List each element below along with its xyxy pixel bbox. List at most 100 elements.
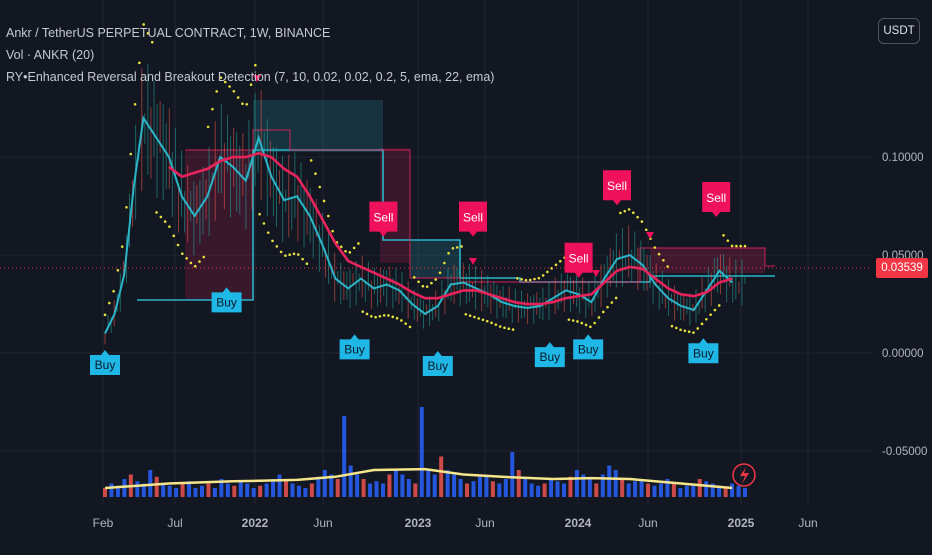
volume-bar	[743, 488, 747, 497]
volume-bar	[284, 481, 289, 497]
volume-bar	[316, 476, 321, 497]
psar-dot	[477, 317, 480, 320]
psar-dot	[266, 231, 270, 234]
volume-bar	[439, 456, 444, 497]
psar-dot	[610, 301, 614, 304]
volume-bar	[523, 479, 528, 497]
volume-bar	[639, 479, 644, 497]
volume-bar	[633, 481, 638, 497]
psar-dot	[451, 246, 455, 250]
volume-bar	[717, 485, 722, 497]
psar-dot	[305, 262, 309, 266]
sell-signal[interactable]: Sell	[702, 182, 731, 217]
time-tick-label: Jun	[475, 516, 494, 530]
reversal-arrow-icon	[646, 232, 654, 239]
volume-bar	[704, 481, 709, 497]
psar-dot	[524, 278, 528, 282]
volume-bar	[465, 483, 470, 497]
resistance-line	[185, 129, 775, 283]
psar-dot	[601, 310, 605, 314]
svg-text:Buy: Buy	[578, 342, 599, 356]
psar-dot	[133, 102, 137, 106]
svg-text:Buy: Buy	[539, 350, 560, 364]
psar-dot	[181, 252, 184, 255]
volume-bar	[296, 485, 301, 497]
psar-dot	[614, 296, 618, 300]
psar-dot	[241, 102, 244, 106]
psar-dot	[189, 261, 193, 265]
volume-legend[interactable]: Vol · ANKR (20)	[6, 48, 95, 62]
volume-bar	[510, 452, 515, 497]
psar-dot	[447, 251, 450, 255]
buy-signal[interactable]: Buy	[534, 342, 565, 368]
psar-dot	[254, 63, 257, 67]
psar-dot	[597, 316, 601, 319]
reversal-arrow-icon	[253, 75, 261, 82]
svg-text:Buy: Buy	[344, 342, 365, 356]
sell-signal[interactable]: Sell	[603, 170, 631, 206]
sell-signal[interactable]: Sell	[369, 201, 398, 237]
volume-bar	[594, 483, 599, 497]
indicator-legend[interactable]: RY•Enhanced Reversal and Breakout Detect…	[6, 70, 495, 84]
psar-dot	[683, 329, 687, 333]
time-axis[interactable]: Feb Jul 2022 Jun 2023 Jun 2024 Jun 2025 Jun	[93, 516, 818, 530]
buy-signal[interactable]: Buy	[422, 351, 453, 376]
psar-dot	[644, 228, 648, 232]
volume-bar	[684, 485, 689, 497]
buy-signal[interactable]: Buy	[211, 287, 242, 313]
price-tick-label: 0.00000	[882, 348, 924, 360]
tv-logo-icon[interactable]	[732, 463, 756, 487]
psar-dot	[400, 319, 403, 322]
volume-bar	[419, 407, 424, 497]
psar-dot	[107, 301, 111, 305]
psar-dot	[318, 185, 322, 189]
currency-button[interactable]: USDT	[878, 18, 920, 44]
psar-dot	[391, 315, 395, 319]
time-tick-label: Jun	[313, 516, 332, 530]
volume-bar	[626, 483, 631, 497]
psar-dot	[168, 225, 171, 228]
volume-bar	[232, 485, 237, 497]
volume-bar	[652, 485, 657, 497]
psar-dot	[700, 322, 704, 326]
volume-bar	[322, 470, 327, 497]
psar-dot	[687, 330, 691, 333]
psar-dot	[292, 252, 296, 256]
psar-dot	[627, 208, 631, 211]
buy-signal[interactable]: Buy	[688, 338, 719, 364]
buy-signal[interactable]: Buy	[573, 334, 604, 360]
psar-dot	[301, 257, 304, 261]
volume-bar	[471, 481, 476, 497]
psar-dot	[176, 243, 180, 247]
psar-dot	[674, 326, 678, 330]
time-tick-label: Feb	[93, 516, 114, 530]
psar-dot	[155, 211, 158, 214]
psar-dot	[567, 318, 571, 321]
volume-bar	[374, 481, 379, 497]
psar-dot	[717, 304, 721, 307]
symbol-title[interactable]: Ankr / TetherUS PERPETUAL CONTRACT, 1W, …	[6, 26, 331, 40]
sell-signal[interactable]: Sell	[564, 242, 593, 278]
volume-bar	[393, 470, 398, 497]
volume-bar	[174, 488, 179, 497]
volume-bar	[549, 479, 554, 497]
psar-dot	[554, 263, 558, 267]
psar-dot	[657, 252, 661, 256]
psar-dot	[485, 319, 489, 323]
psar-dot	[632, 211, 635, 215]
buy-signal[interactable]: Buy	[90, 350, 120, 376]
signals[interactable]: Buy Buy Buy Buy Sell Sell Buy Sell Buy Sell Buy Sel…	[90, 75, 731, 376]
psar-dot	[460, 245, 463, 248]
volume-bar	[736, 485, 741, 497]
psar-dot	[636, 215, 639, 219]
buy-signal[interactable]: Buy	[339, 334, 370, 360]
psar-dot	[584, 323, 588, 327]
psar-dot	[421, 284, 425, 288]
sell-signal[interactable]: Sell	[459, 201, 487, 237]
psar-dot	[258, 212, 261, 216]
psar-dot	[387, 314, 390, 317]
volume-bar	[148, 470, 153, 497]
